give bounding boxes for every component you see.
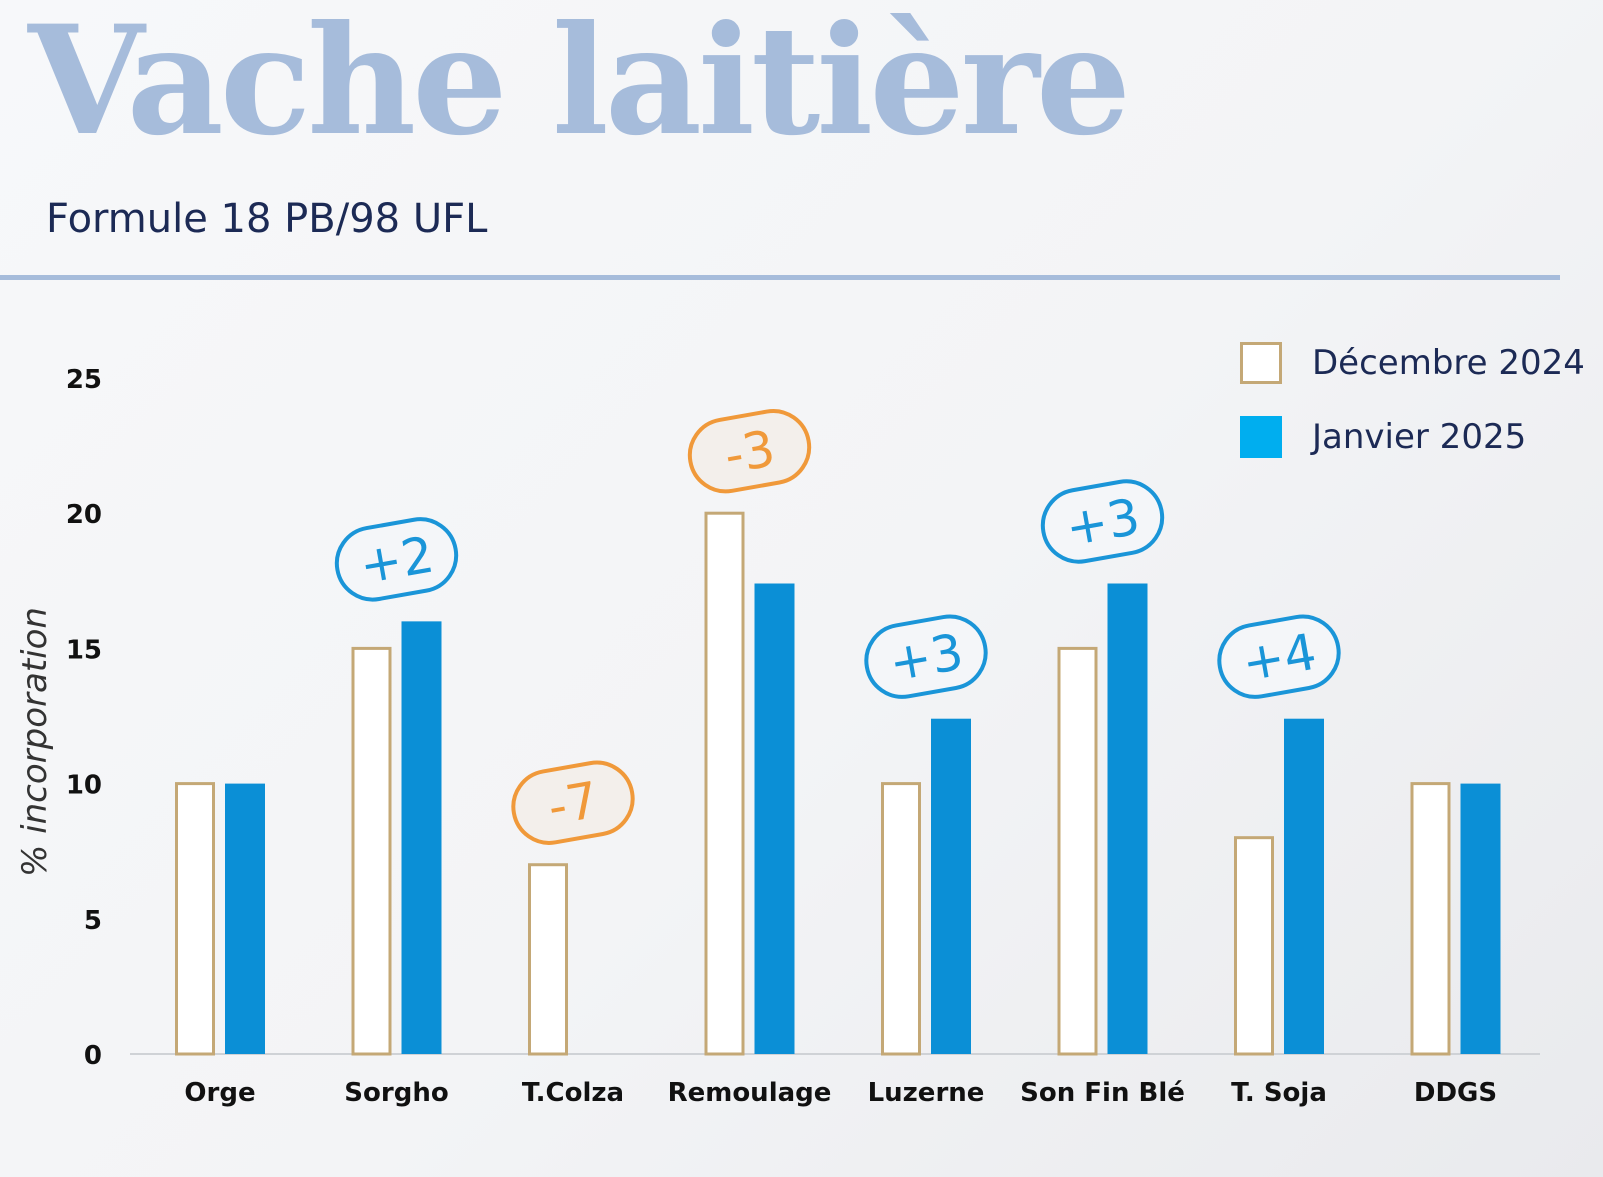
bar-dec-2024	[1410, 782, 1451, 1056]
y-axis-label: % incorporation	[15, 607, 55, 877]
legend-swatch-jan	[1240, 416, 1282, 458]
bar-dec-2024	[528, 863, 568, 1056]
legend-label-jan: Janvier 2025	[1312, 417, 1527, 457]
legend-label-dec: Décembre 2024	[1312, 343, 1585, 383]
x-tick-label: T.Colza	[522, 1078, 624, 1108]
change-badge-outline	[511, 760, 635, 845]
change-badge: +4	[1217, 614, 1341, 699]
bar-dec-2024	[704, 511, 745, 1056]
bar-dec-2024	[1234, 836, 1274, 1056]
y-axis-ticks: 0 5 10 15 20 25	[66, 365, 102, 1071]
change-badge: +3	[1040, 479, 1165, 564]
change-badge: +3	[864, 614, 988, 699]
x-tick-label: Remoulage	[668, 1078, 832, 1108]
change-badge: +2	[334, 517, 459, 602]
bar-jan-2025	[401, 621, 442, 1054]
change-badge-text: +2	[355, 525, 438, 595]
bar-jan-2025	[1107, 583, 1148, 1054]
y-tick-label: 10	[66, 771, 102, 801]
bar-dec-2024	[351, 646, 392, 1056]
y-tick-label: 0	[84, 1041, 102, 1071]
x-tick-label: DDGS	[1414, 1078, 1497, 1108]
change-badge: -3	[687, 409, 812, 494]
y-tick-label: 5	[84, 906, 102, 936]
change-badge-text: +3	[1061, 488, 1144, 558]
legend: Décembre 2024 Janvier 2025	[1240, 340, 1585, 488]
change-badge-outline	[864, 614, 988, 699]
change-badges: +2 -7 -3 +3 +3 +4	[334, 409, 1341, 845]
change-badge-text: +4	[1238, 623, 1321, 693]
bar-jan-2025	[931, 718, 971, 1054]
change-badge-text: -7	[544, 771, 603, 837]
x-tick-label: T. Soja	[1231, 1078, 1327, 1108]
page-subtitle: Formule 18 PB/98 UFL	[46, 196, 488, 242]
legend-item-dec[interactable]: Décembre 2024	[1240, 340, 1585, 386]
bar-dec-2024	[881, 782, 921, 1056]
y-tick-label: 15	[66, 635, 102, 665]
legend-item-jan[interactable]: Janvier 2025	[1240, 414, 1585, 460]
bar-jan-2025	[1284, 718, 1324, 1054]
x-tick-label: Sorgho	[344, 1078, 448, 1108]
change-badge-outline	[1040, 479, 1165, 564]
x-tick-label: Orge	[184, 1078, 255, 1108]
bar-dec-2024	[1057, 646, 1098, 1056]
change-badge-outline	[334, 517, 459, 602]
change-badge: -7	[511, 760, 635, 845]
change-badge-text: +3	[885, 623, 968, 693]
change-badge-outline	[1217, 614, 1341, 699]
legend-swatch-dec	[1240, 342, 1282, 384]
bar-jan-2025	[225, 783, 265, 1054]
x-tick-label: Son Fin Blé	[1020, 1078, 1185, 1108]
title-divider	[0, 275, 1560, 280]
x-axis-labels: Orge Sorgho T.Colza Remoulage Luzerne Son Fin…	[184, 1078, 1497, 1108]
change-badge-text: -3	[720, 419, 779, 485]
x-tick-label: Luzerne	[868, 1078, 985, 1108]
page-title: Vache laitière	[28, 0, 1131, 169]
bars-group	[175, 511, 1501, 1056]
y-tick-label: 20	[66, 500, 102, 530]
bar-jan-2025	[754, 583, 795, 1054]
change-badge-outline	[687, 409, 812, 494]
bar-dec-2024	[175, 782, 215, 1056]
bar-jan-2025	[1460, 783, 1501, 1054]
y-tick-label: 25	[66, 365, 102, 395]
